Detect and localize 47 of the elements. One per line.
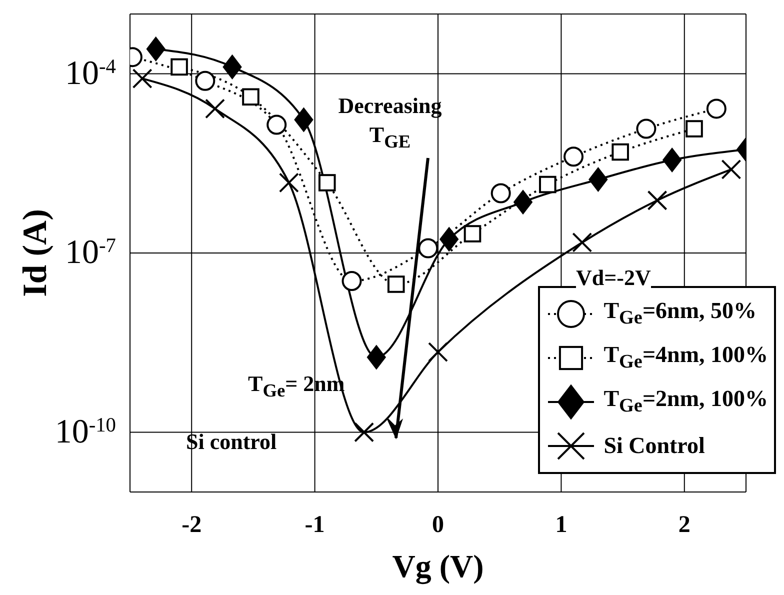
point [612,143,629,161]
point [195,70,216,91]
point [490,183,511,204]
y-tick-label: 10$^{-10}$ [54,413,116,450]
point [464,225,482,242]
point [662,148,682,172]
x-tick-label: 1 [555,512,568,538]
x-tick-label: -1 [304,512,325,538]
point [721,159,742,180]
point [266,114,287,135]
point [342,270,362,291]
x-axis-title: Vg (V) [392,548,484,585]
point [686,120,703,138]
point [278,172,299,193]
legend-label: T$_{Ge}$=2nm, 100% [604,386,768,418]
point [170,58,188,76]
point [428,342,448,362]
point [539,176,556,194]
point [146,36,166,62]
point [387,276,405,293]
y-tick-label: 10$^{-4}$ [65,54,116,92]
legend-label: T$_{Ge}$=4nm, 100% [604,342,768,374]
annotation: Vd=-2V [576,264,651,293]
point [706,98,726,119]
legend-label: Si Control [604,433,705,459]
point [354,422,374,442]
point [588,167,608,192]
point [647,190,668,210]
x-tick-label: -2 [182,512,202,538]
x-tick-label: 2 [678,512,690,538]
point [572,232,592,252]
y-tick-label: 10$^{-7}$ [65,234,116,271]
point [205,98,226,119]
point [294,108,314,132]
x-tick-label: 0 [432,512,444,538]
point [366,345,386,370]
point [440,227,459,252]
point [318,174,336,192]
point [242,88,260,106]
y-axis-title: Id (A) [17,209,54,297]
point [132,68,152,89]
point [418,238,438,258]
point [636,118,656,139]
point [564,146,584,167]
legend-label: T$_{Ge}$=6nm, 50% [604,298,756,330]
point [514,190,533,214]
point [222,54,242,80]
